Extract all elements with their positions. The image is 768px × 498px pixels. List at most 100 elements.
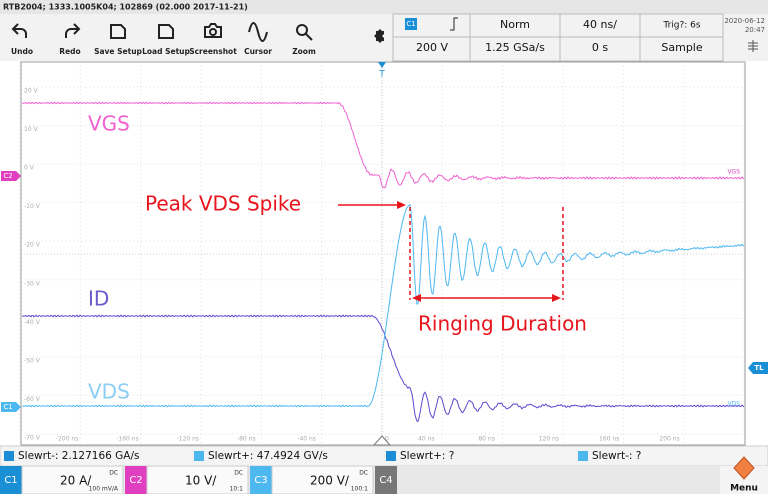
measurement[interactable]: Slewrt-: 2.127166 GA/s	[18, 450, 140, 462]
channel-name: C3	[254, 475, 267, 486]
toolbar-icon	[11, 23, 27, 38]
ringing-label: Ringing Duration	[418, 312, 587, 336]
y-axis-label: -30 V	[24, 280, 41, 287]
channel-badge[interactable]	[250, 466, 272, 494]
channel-coupling: DC	[234, 470, 243, 477]
toolbar-label: Zoom	[292, 47, 316, 56]
x-axis-label: -200 ns	[56, 436, 78, 443]
position[interactable]: 0 s	[592, 41, 608, 54]
toolbar-label: Screenshot	[189, 47, 237, 56]
toolbar-icon	[296, 24, 313, 41]
y-axis-label: 20 V	[24, 88, 39, 95]
vds-label: VDS	[88, 380, 130, 404]
vgs-trace	[21, 101, 745, 189]
channel-probe: 100:1	[351, 486, 368, 493]
x-axis-label: 40 ns	[418, 436, 434, 443]
channel-coupling: DC	[359, 470, 368, 477]
vgs-tag: VGS	[727, 169, 740, 176]
traces	[21, 101, 745, 422]
measurement-badge	[4, 451, 14, 461]
menu-label: Menu	[730, 484, 758, 494]
annotation-arrows	[338, 201, 564, 302]
trigger-level-marker[interactable]	[748, 362, 768, 374]
c2-marker-label: C2	[3, 172, 12, 180]
time: 20:47	[745, 26, 765, 34]
edge-icon	[450, 17, 458, 31]
vds-tag: VDS	[727, 401, 740, 408]
toolbar-icon	[204, 23, 222, 38]
measurement[interactable]: Slewrt+: ?	[400, 450, 454, 462]
channel-name: C4	[379, 475, 392, 486]
x-axis-label: 80 ns	[478, 436, 494, 443]
peak-label: Peak VDS Spike	[145, 192, 301, 216]
x-axis-label: 120 ns	[539, 436, 559, 443]
trigger-level[interactable]: 200 V	[416, 41, 448, 54]
toolbar-label: Undo	[11, 47, 33, 56]
channel-coupling: DC	[109, 470, 118, 477]
toolbar-icon	[158, 24, 174, 39]
toolbar-icon	[65, 23, 81, 38]
toolbar-label: Redo	[59, 47, 80, 56]
measurement-badge	[578, 451, 588, 461]
toolbar-icon	[110, 24, 126, 39]
channel-scale: 10 V/	[185, 474, 217, 488]
y-axis-label: 10 V	[24, 126, 39, 133]
channel-badge[interactable]	[0, 466, 22, 494]
sample-rate: 1.25 GSa/s	[485, 41, 545, 54]
toolbar-label: Save Setup	[94, 47, 142, 56]
x-axis-label: 160 ns	[599, 436, 619, 443]
channel-probe: 100 mV/A	[89, 486, 119, 493]
measurement-badge	[386, 451, 396, 461]
id-label: ID	[88, 287, 109, 311]
c1-marker-label: C1	[3, 403, 12, 411]
vds-trace	[21, 203, 745, 408]
x-axis-label: 200 ns	[659, 436, 679, 443]
x-axis-label: -160 ns	[116, 436, 138, 443]
y-axis-label: -20 V	[24, 242, 41, 249]
channel-name: C1	[4, 475, 17, 486]
time-reference	[372, 435, 392, 446]
y-axis-label: -40 V	[24, 319, 41, 326]
trigger-source: C1	[406, 20, 415, 28]
y-axis-label: 0 V	[24, 165, 35, 172]
title-text: RTB2004; 1333.1005K04; 102869 (02.000 20…	[3, 3, 248, 12]
channel-box[interactable]	[146, 465, 249, 495]
acquisition[interactable]: Sample	[661, 41, 702, 54]
x-axis-label: 0	[385, 436, 389, 443]
measurements: Slewrt-: 2.127166 GA/s Slewrt+: 47.4924 G…	[4, 450, 641, 462]
trigger-mode[interactable]: Norm	[500, 18, 530, 31]
channel-badge[interactable]	[125, 466, 147, 494]
title-bar	[0, 0, 768, 14]
channel-name: C2	[129, 475, 142, 486]
channel-box[interactable]	[21, 465, 124, 495]
x-axis-label: -40 ns	[297, 436, 316, 443]
trigger-status: Trig?: 6s	[662, 21, 700, 31]
channel-badge[interactable]	[375, 466, 397, 494]
toolbar-buttons: Undo Redo Save Setup Load Setup Screenshot Cu…	[11, 22, 316, 56]
measurement-badge	[194, 451, 204, 461]
trigger-level-label: TL	[754, 364, 764, 372]
measurement[interactable]: Slewrt+: 47.4924 GV/s	[208, 450, 328, 462]
trigger-panel	[392, 13, 724, 62]
toolbar-label: Load Setup	[142, 47, 190, 56]
settings-icon[interactable]	[374, 29, 384, 43]
rs-logo	[733, 456, 755, 480]
c1-marker[interactable]	[1, 402, 21, 412]
x-axis-label: -120 ns	[177, 436, 199, 443]
usb-icon	[748, 40, 758, 52]
vgs-label: VGS	[88, 112, 130, 136]
channel-settings: C1 20 A/DC 100 mV/A C2 10 V/DC 10:1 C3 200 V/DC…	[0, 465, 397, 495]
id-trace	[21, 314, 745, 422]
date: 2020-06-12	[724, 17, 765, 25]
y-axis-label: -70 V	[24, 434, 41, 441]
timebase[interactable]: 40 ns/	[583, 18, 617, 31]
toolbar-label: Cursor	[244, 47, 272, 56]
trigger-marker: T	[378, 70, 385, 80]
channel-probe: 10:1	[230, 486, 244, 493]
trigger-marker-arrow	[378, 62, 386, 68]
c2-marker[interactable]	[1, 171, 21, 181]
measurement[interactable]: Slewrt-: ?	[592, 450, 641, 462]
trigger-source-badge[interactable]	[405, 18, 417, 30]
